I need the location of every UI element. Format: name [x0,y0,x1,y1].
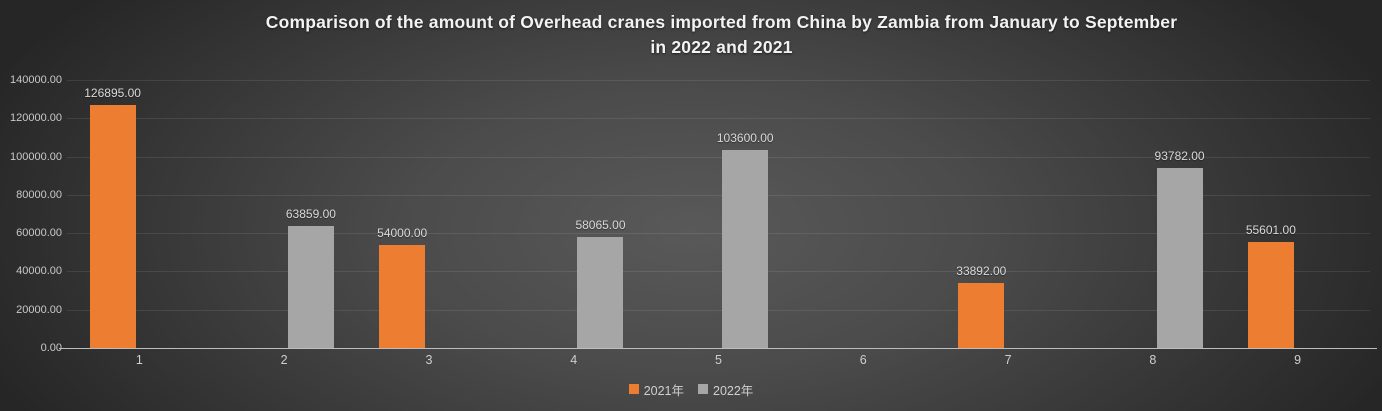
gridline-40000 [67,271,1370,273]
data-label-2022年-4: 58065.00 [575,217,626,232]
y-tick-label: 140000.00 [10,74,62,86]
chart-title-line1: Comparison of the amount of Overhead cra… [265,12,1178,32]
gridline-60000 [67,233,1370,235]
gridline-140000 [67,80,1370,81]
gridline-20000 [67,309,1370,311]
x-tick-label-2: 2 [280,353,288,367]
bar-2021年-3 [379,244,426,348]
data-label-2021年-1: 126895.00 [84,86,141,101]
gridline-80000 [67,194,1370,196]
y-tick-label: 120000.00 [10,112,62,125]
y-tick-label: 20000.00 [16,303,62,316]
bar-2021年-9 [1247,241,1294,348]
x-tick-label-3: 3 [425,353,433,367]
y-tick-label: 100000.00 [10,150,62,163]
legend: 2021年 2022年 [0,380,1382,398]
x-tick-label-6: 6 [859,353,867,367]
y-axis: 0.00 20000.00 40000.00 60000.00 80000.00 1000… [0,74,62,354]
x-axis-line [59,348,1377,349]
legend-item-2022年: 2022年 [698,380,753,399]
data-label-2022年-2: 63859.00 [285,206,336,221]
x-tick-label-9: 9 [1294,353,1302,367]
x-tick-label-7: 7 [1004,353,1012,367]
bar-2021年-1 [89,105,136,348]
legend-label: 2022年 [713,383,754,398]
y-tick-label: 80000.00 [16,188,62,201]
legend-label: 2021年 [643,383,684,398]
data-label-2022年-5: 103600.00 [716,130,774,145]
y-tick-label: 40000.00 [16,265,62,278]
bar-2022年-4 [577,236,624,348]
data-label-2021年-9: 55601.00 [1245,222,1296,237]
x-axis-labels: 1 2 3 4 5 6 7 8 9 [67,353,1370,369]
legend-swatch-icon [698,384,708,394]
data-label-2021年-7: 33892.00 [956,264,1007,279]
bar-2022年-5 [722,149,769,348]
chart-title: Comparison of the amount of Overhead cra… [67,10,1376,60]
gridline-120000 [67,118,1370,120]
x-tick-label-1: 1 [135,353,143,367]
x-tick-label-5: 5 [715,353,722,367]
y-tick-label: 0.00 [40,342,62,354]
bar-2022年-8 [1156,168,1203,348]
data-label-2022年-8: 93782.00 [1154,149,1205,164]
gridline-100000 [67,156,1370,158]
x-tick-label-8: 8 [1149,353,1157,367]
plot-area: 126895.00 54000.00 33892.00 55601.00 63859.0… [67,80,1370,348]
x-tick-label-4: 4 [570,353,578,367]
chart-title-line2: in 2022 and 2021 [650,37,793,57]
legend-swatch-icon [628,384,639,394]
bar-2022年-2 [287,225,334,348]
legend-item-2021年: 2021年 [628,380,684,399]
data-label-2021年-3: 54000.00 [377,225,428,240]
y-tick-label: 60000.00 [16,227,62,240]
bar-2021年-7 [958,283,1005,348]
